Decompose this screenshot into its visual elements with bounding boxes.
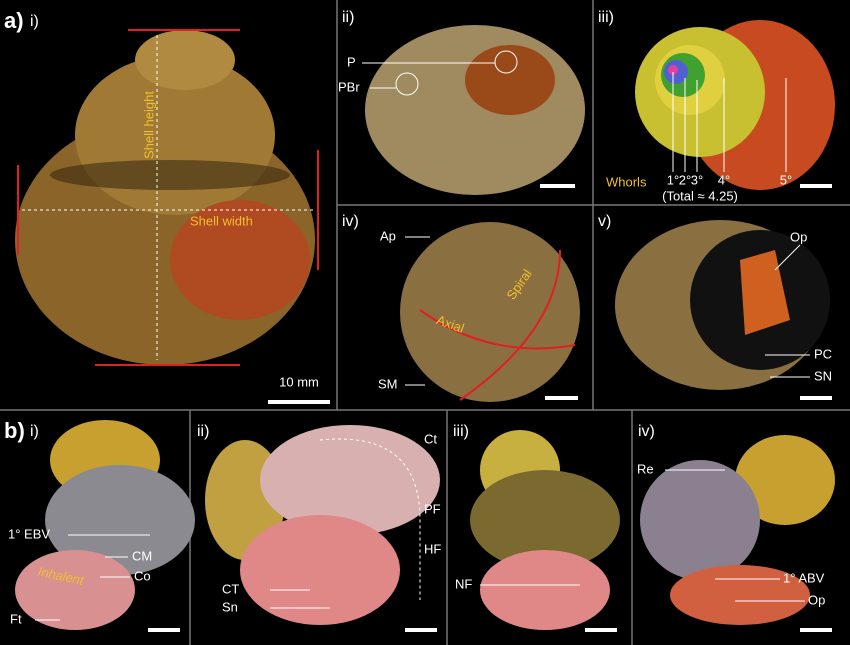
annotation: 5° (780, 172, 792, 187)
annotation: SM (378, 376, 398, 391)
annotation: CT (222, 581, 239, 596)
panel-label: iii) (598, 9, 614, 26)
annotation: 4° (718, 172, 730, 187)
annotation: 3° (691, 172, 703, 187)
annotation: (Total ≈ 4.25) (662, 188, 738, 203)
annotation: 1° EBV (8, 526, 50, 541)
panel-label: iv) (342, 213, 359, 230)
animal-photo-b-iii (470, 430, 620, 632)
shell-photo-a-iv (400, 222, 580, 402)
shell-photo-a-i (15, 29, 330, 404)
annotation: 1° ABV (783, 570, 825, 585)
annotation: PF (424, 501, 441, 516)
annotation: NF (455, 576, 472, 591)
shell-photo-a-v (615, 220, 832, 400)
annotation: Re (637, 461, 654, 476)
animal-photo-b-i (15, 420, 195, 632)
animal-photo-b-ii (205, 425, 440, 632)
annotation: Ap (380, 228, 396, 243)
annotation: Whorls (606, 174, 647, 189)
annotation: SN (814, 368, 832, 383)
annotation: HF (424, 541, 441, 556)
annotation: PBr (338, 79, 360, 94)
annotation: Ft (10, 611, 22, 626)
annotation: PC (814, 346, 832, 361)
scale-bar-label: 10 mm (279, 374, 319, 389)
figure-label: a) (4, 8, 24, 33)
panel-label: i) (30, 423, 39, 440)
panel-label: i) (30, 13, 39, 30)
panel-label: v) (598, 213, 611, 230)
annotation: P (347, 54, 356, 69)
panel-label: ii) (342, 9, 354, 26)
shell-photo-a-ii (362, 25, 585, 195)
annotation: 2° (679, 172, 691, 187)
annotation: Ct (424, 431, 437, 446)
annotation: Co (134, 568, 151, 583)
annotation: Op (808, 592, 825, 607)
figure-label: b) (4, 418, 25, 443)
shell-photo-a-iii (635, 20, 835, 190)
panel-label: iii) (453, 423, 469, 440)
panel-label: ii) (197, 423, 209, 440)
annotation: CM (132, 548, 152, 563)
annotation: Shell height (141, 91, 156, 159)
annotation: 1° (667, 172, 679, 187)
panel-label: iv) (638, 423, 655, 440)
animal-photo-b-iv (640, 435, 835, 632)
annotation: Sn (222, 599, 238, 614)
annotation: Shell width (190, 213, 253, 228)
annotation: Op (790, 229, 807, 244)
